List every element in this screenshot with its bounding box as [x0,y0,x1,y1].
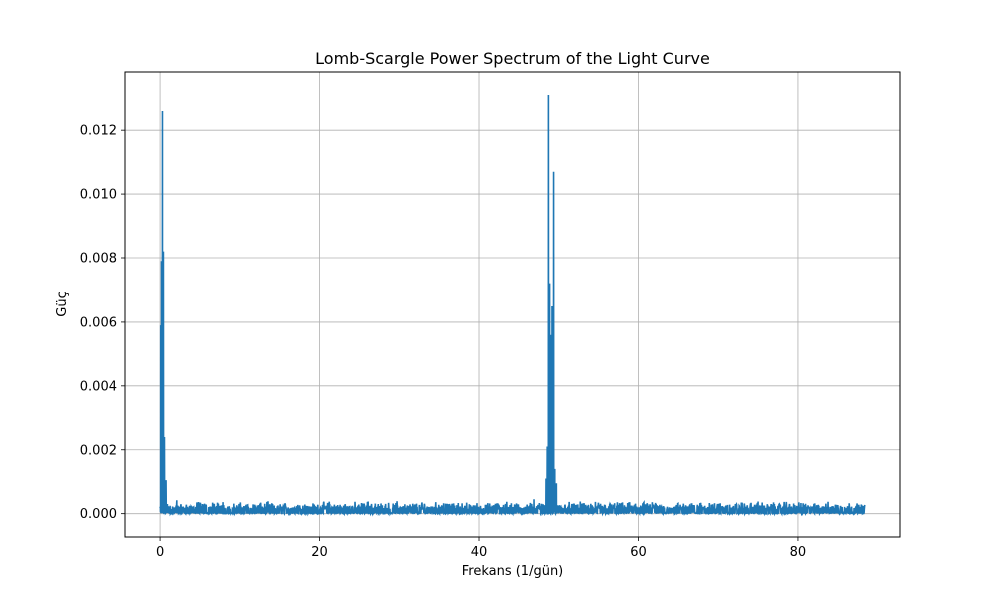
chart-title: Lomb-Scargle Power Spectrum of the Light… [315,49,710,68]
y-tick-label: 0.010 [80,188,117,203]
y-tick-label: 0.004 [80,379,117,394]
y-tick-label: 0.008 [80,252,117,267]
x-tick-label: 80 [790,545,807,560]
power-spectrum-line [159,95,866,517]
x-axis-label: Frekans (1/gün) [462,564,564,579]
x-tick-label: 40 [471,545,488,560]
x-tick-label: 20 [311,545,328,560]
series-layer [159,95,866,517]
axes-frame [124,71,901,538]
y-axis-label: Güç [55,291,70,316]
y-tick-label: 0.012 [80,124,117,139]
x-tick-label: 0 [156,545,164,560]
grid [125,72,900,537]
y-tick-label: 0.002 [80,443,117,458]
y-tick-label: 0.000 [80,507,117,522]
x-tick-label: 60 [630,545,647,560]
y-tick-label: 0.006 [80,315,117,330]
ticks: 0 20 40 60 80 0.000 0.002 0.004 0.006 0.008 0.010 0… [80,124,806,560]
